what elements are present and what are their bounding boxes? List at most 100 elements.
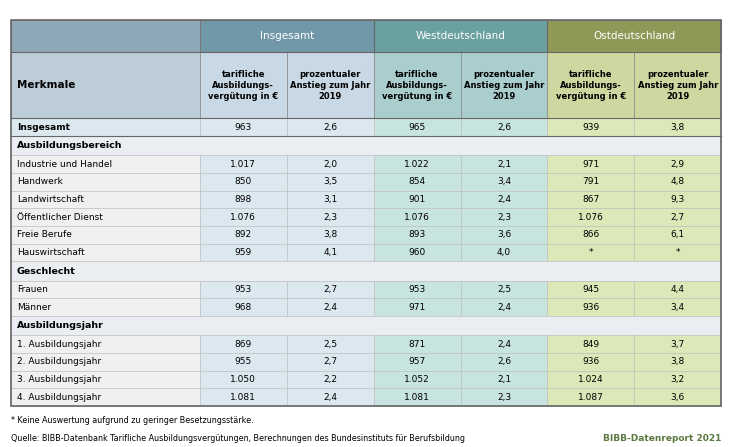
Bar [461, 226, 548, 244]
Text: 3,8: 3,8 [323, 230, 337, 240]
Bar [200, 281, 287, 298]
Bar [374, 388, 461, 406]
Text: 1.081: 1.081 [231, 392, 256, 401]
Bar [11, 371, 200, 388]
Text: 1.081: 1.081 [404, 392, 430, 401]
Text: 3. Ausbildungsjahr: 3. Ausbildungsjahr [17, 375, 101, 384]
Bar [11, 298, 200, 316]
Bar [374, 118, 461, 136]
Bar [374, 52, 461, 118]
Bar [461, 244, 548, 261]
Bar [548, 226, 634, 244]
Bar [11, 136, 721, 156]
Text: 898: 898 [234, 195, 252, 204]
Bar [548, 208, 634, 226]
Bar [374, 226, 461, 244]
Bar [200, 226, 287, 244]
Bar [634, 118, 721, 136]
Bar [11, 191, 200, 208]
Text: 4,4: 4,4 [671, 285, 685, 294]
Text: BIBB-Datenreport 2021: BIBB-Datenreport 2021 [603, 434, 721, 443]
Text: 854: 854 [409, 177, 426, 186]
Bar [634, 335, 721, 353]
Text: 3,2: 3,2 [671, 375, 685, 384]
Text: 2,4: 2,4 [497, 195, 511, 204]
Text: Westdeutschland: Westdeutschland [415, 31, 505, 41]
Bar [287, 226, 374, 244]
Text: 2. Ausbildungsjahr: 2. Ausbildungsjahr [17, 357, 101, 366]
Text: 2,3: 2,3 [323, 213, 337, 222]
Bar [461, 191, 548, 208]
Bar [287, 298, 374, 316]
Text: 953: 953 [409, 285, 426, 294]
Text: tarifliche
Ausbildungs-
vergütung in €: tarifliche Ausbildungs- vergütung in € [382, 70, 452, 101]
Bar [287, 244, 374, 261]
Bar [200, 173, 287, 191]
Bar [374, 353, 461, 371]
Bar [548, 388, 634, 406]
Bar [200, 118, 287, 136]
Text: 2,1: 2,1 [497, 375, 511, 384]
Bar [461, 335, 548, 353]
Bar [548, 173, 634, 191]
Text: 1.076: 1.076 [231, 213, 256, 222]
Text: Hauswirtschaft: Hauswirtschaft [17, 248, 85, 257]
Bar [461, 156, 548, 173]
Text: 1.087: 1.087 [578, 392, 604, 401]
Bar [548, 244, 634, 261]
Text: 971: 971 [409, 303, 426, 312]
Bar [461, 52, 548, 118]
Bar [461, 281, 548, 298]
Text: 1.017: 1.017 [231, 160, 256, 169]
Text: 2,6: 2,6 [497, 357, 511, 366]
Text: 2,4: 2,4 [323, 303, 337, 312]
Text: 971: 971 [583, 160, 599, 169]
Bar [11, 52, 200, 118]
Bar [200, 244, 287, 261]
Text: 3,4: 3,4 [671, 303, 685, 312]
Bar [461, 173, 548, 191]
Text: 957: 957 [409, 357, 426, 366]
Text: Ostdeutschland: Ostdeutschland [593, 31, 675, 41]
Bar [634, 156, 721, 173]
Text: 936: 936 [583, 303, 599, 312]
Text: 4,1: 4,1 [323, 248, 337, 257]
Text: 4,8: 4,8 [671, 177, 685, 186]
Text: 3,5: 3,5 [323, 177, 337, 186]
Bar [461, 371, 548, 388]
Bar [461, 388, 548, 406]
Text: 2,2: 2,2 [323, 375, 337, 384]
Bar [11, 353, 200, 371]
Bar [287, 371, 374, 388]
Text: 3,7: 3,7 [671, 340, 685, 349]
Bar [461, 208, 548, 226]
Bar [374, 208, 461, 226]
Text: 866: 866 [583, 230, 599, 240]
Text: Landwirtschaft: Landwirtschaft [17, 195, 84, 204]
Text: Handwerk: Handwerk [17, 177, 63, 186]
Bar [634, 388, 721, 406]
Bar [374, 244, 461, 261]
Text: tarifliche
Ausbildungs-
vergütung in €: tarifliche Ausbildungs- vergütung in € [556, 70, 626, 101]
Text: tarifliche
Ausbildungs-
vergütung in €: tarifliche Ausbildungs- vergütung in € [208, 70, 278, 101]
Bar [634, 281, 721, 298]
Text: Frauen: Frauen [17, 285, 47, 294]
Bar [548, 118, 634, 136]
Bar [374, 173, 461, 191]
Text: 2,3: 2,3 [497, 213, 511, 222]
Bar [374, 371, 461, 388]
Text: 1.076: 1.076 [578, 213, 604, 222]
Text: 849: 849 [583, 340, 599, 349]
Bar [374, 281, 461, 298]
Text: 955: 955 [234, 357, 252, 366]
Text: 2,6: 2,6 [497, 123, 511, 132]
Text: 893: 893 [409, 230, 426, 240]
Bar [634, 353, 721, 371]
Bar [200, 191, 287, 208]
Text: Geschlecht: Geschlecht [17, 266, 76, 275]
Bar [200, 298, 287, 316]
Bar [287, 335, 374, 353]
Text: 2,0: 2,0 [323, 160, 337, 169]
Bar [287, 281, 374, 298]
Bar [548, 281, 634, 298]
